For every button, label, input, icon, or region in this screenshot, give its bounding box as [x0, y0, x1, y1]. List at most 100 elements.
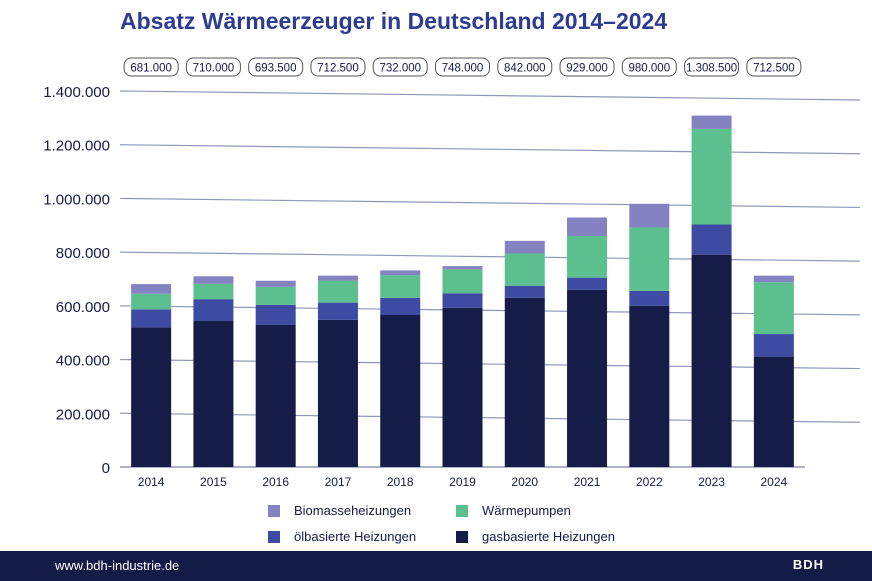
total-label-box: [746, 57, 802, 77]
y-tick-label: 1.200.000: [43, 138, 110, 155]
total-label: 681.000: [130, 63, 172, 75]
y-tick-label: 0: [102, 460, 110, 477]
total-label-box: [684, 57, 740, 77]
y-tick-label: 600.000: [56, 299, 110, 316]
gridline: [119, 197, 861, 209]
bar-segment: [629, 305, 670, 467]
legend-item-gas: gasbasierte Heizungen: [456, 529, 615, 544]
bar-segment: [691, 224, 732, 255]
bar-segment: [317, 280, 358, 303]
total-label-box: [559, 57, 615, 77]
bar-segment: [380, 270, 421, 276]
bar-segment: [753, 334, 794, 357]
bdh-logo: BDH: [792, 557, 824, 572]
legend-label: Biomasseheizungen: [294, 503, 412, 518]
bar-segment: [504, 253, 545, 286]
total-label: 732.000: [379, 63, 421, 75]
x-tick-label: 2014: [138, 475, 165, 489]
bar-segment: [442, 266, 483, 270]
website-link[interactable]: www.bdh-industrie.de: [55, 558, 180, 573]
y-tick-label: 1.400.000: [43, 84, 110, 101]
bar-segment: [753, 282, 794, 335]
legend-label: Wärmepumpen: [482, 503, 571, 518]
gridline: [119, 358, 861, 370]
total-label-box: [123, 57, 179, 77]
total-label: 929.000: [566, 63, 608, 75]
total-label: 842.000: [504, 63, 546, 75]
x-tick-label: 2021: [574, 475, 601, 489]
x-tick-label: 2022: [636, 475, 663, 489]
total-label: 712.500: [753, 63, 795, 75]
y-tick-label: 200.000: [56, 406, 110, 423]
total-label: 980.000: [629, 63, 671, 75]
bar-segment: [629, 227, 670, 291]
bar-segment: [380, 275, 421, 298]
y-tick-label: 800.000: [56, 245, 110, 262]
total-label-box: [185, 57, 241, 77]
gridline: [119, 251, 861, 262]
y-tick-label: 1.000.000: [43, 191, 110, 208]
bar-segment: [317, 302, 358, 320]
x-tick-label: 2024: [761, 475, 788, 489]
legend-label: gasbasierte Heizungen: [482, 529, 615, 544]
bar-segment: [442, 293, 483, 308]
x-tick-label: 2020: [511, 475, 538, 489]
total-label: 712.500: [317, 63, 359, 75]
bar-segment: [193, 299, 234, 321]
gridline: [119, 412, 861, 423]
total-label: 693.500: [255, 63, 297, 75]
bar-segment: [504, 297, 545, 467]
bar-segment: [255, 304, 296, 325]
legend-item-biomasse: Biomasseheizungen: [268, 503, 411, 518]
x-tick-label: 2017: [325, 475, 352, 489]
legend-swatch: [268, 504, 280, 517]
bar-segment: [753, 356, 794, 467]
total-label-box: [248, 57, 304, 77]
total-label-box: [435, 57, 490, 77]
bar-segment: [193, 276, 234, 284]
bar-segment: [380, 314, 421, 467]
bar-segment: [567, 289, 608, 467]
bar-segment: [567, 277, 608, 290]
bar-segment: [131, 284, 172, 294]
bar-segment: [193, 320, 234, 467]
gridline: [119, 144, 861, 155]
legend-item-oel: ölbasierte Heizungen: [268, 529, 416, 544]
legend-swatch: [268, 530, 280, 543]
bar-segment: [131, 327, 172, 467]
gridline: [119, 90, 861, 101]
x-tick-label: 2016: [262, 475, 289, 489]
x-tick-label: 2018: [387, 475, 414, 489]
bar-segment: [255, 286, 296, 305]
bar-segment: [317, 319, 358, 467]
bar-segment: [255, 324, 296, 467]
bar-segment: [131, 309, 172, 328]
x-tick-label: 2015: [200, 475, 227, 489]
bar-segment: [131, 293, 172, 310]
stacked-bar-chart: 0 200.000 400.000 600.000 800.000 1.000.000 1.…: [43, 57, 861, 489]
chart-title: Absatz Wärmeerzeuger in Deutschland 2014…: [120, 8, 668, 34]
total-label-box: [372, 57, 428, 77]
bar-segment: [193, 283, 234, 300]
total-label-box: [497, 57, 553, 77]
total-label: 748.000: [442, 63, 484, 75]
total-label-box: [310, 57, 366, 77]
bar-segment: [442, 269, 483, 294]
footer: www.bdh-industrie.de BDH: [0, 551, 872, 581]
bar-segment: [504, 285, 545, 298]
legend-item-waermepumpen: Wärmepumpen: [456, 503, 571, 518]
y-tick-label: 400.000: [56, 353, 110, 370]
bar-segment: [567, 236, 608, 278]
bar-segment: [255, 280, 296, 287]
bar-segment: [753, 275, 794, 283]
bar-segment: [691, 128, 732, 225]
total-label: 1.308.500: [686, 63, 737, 75]
x-tick-label: 2023: [698, 475, 725, 489]
bar-segment: [442, 307, 483, 467]
gridline: [119, 305, 861, 316]
bar-segment: [567, 217, 608, 237]
total-label: 710.000: [193, 63, 235, 75]
bar-segment: [504, 240, 545, 254]
bar-segment: [629, 203, 670, 228]
bar-segment: [691, 115, 732, 129]
